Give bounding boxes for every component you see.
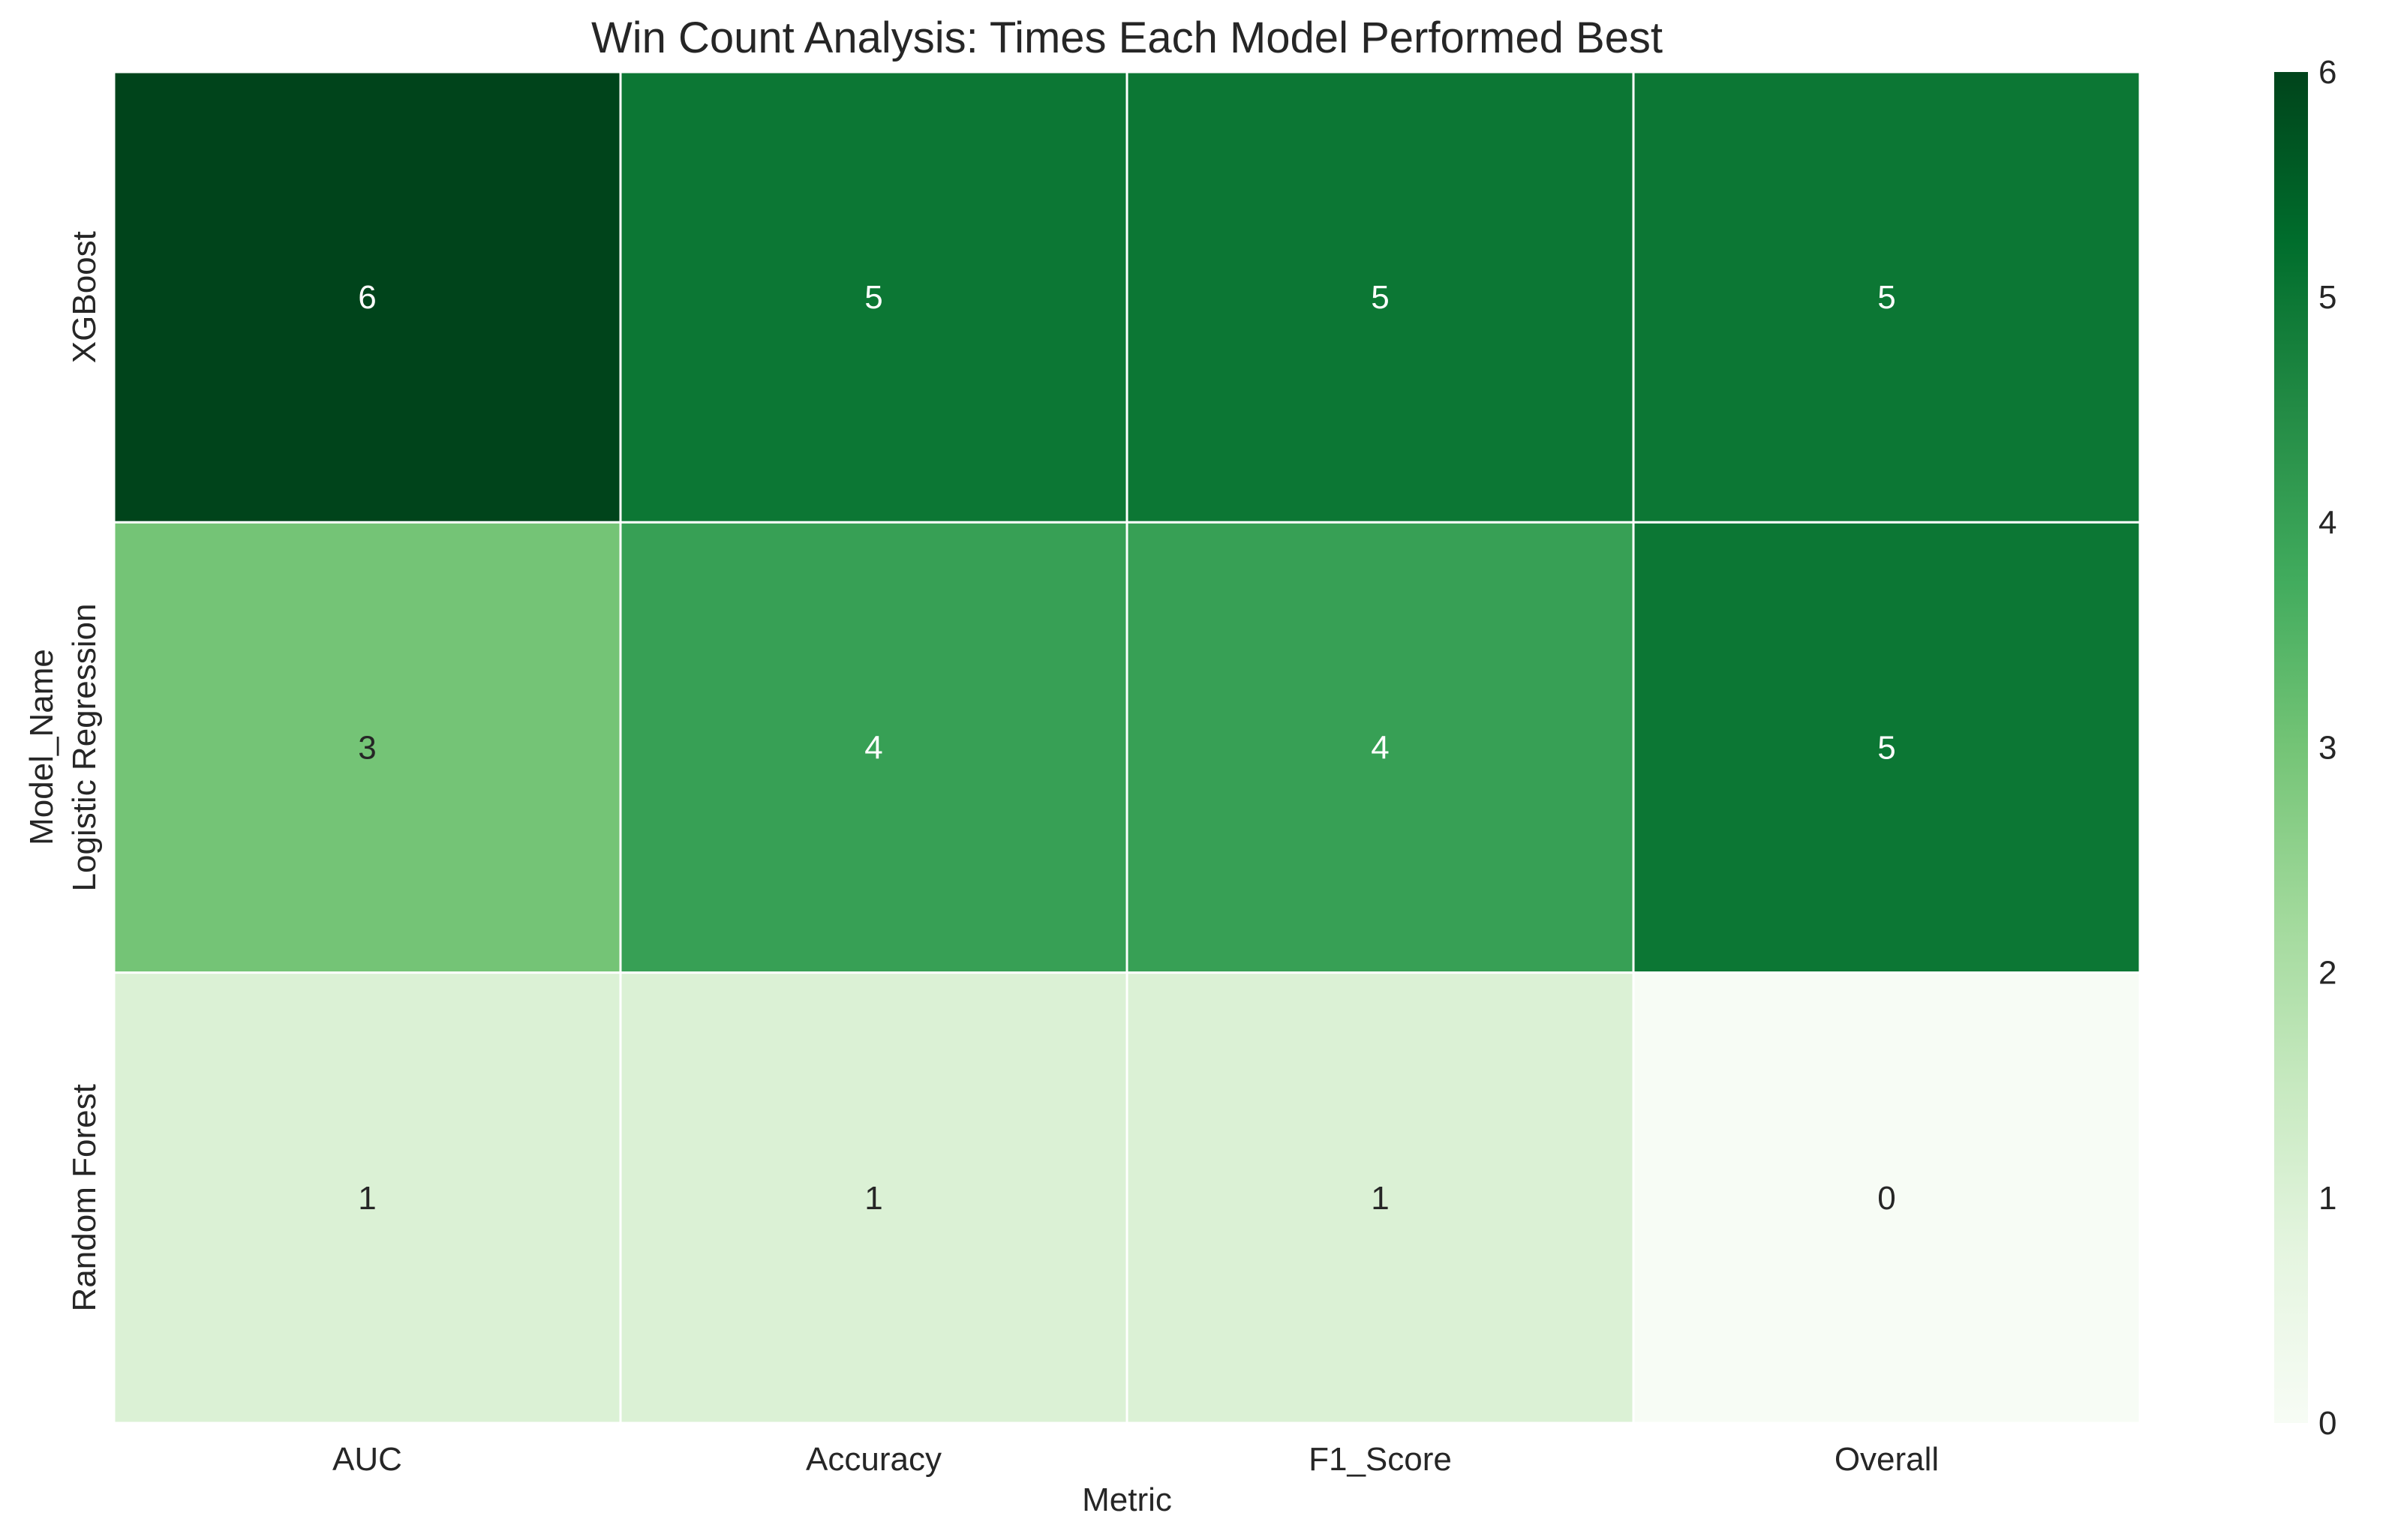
heatmap-cell bbox=[113, 71, 622, 524]
heatmap-cell bbox=[1125, 521, 1635, 974]
y-tick-label: Random Forest bbox=[66, 1084, 103, 1311]
cell-value-label: 1 bbox=[1371, 1180, 1389, 1217]
colorbar-tick-label: 0 bbox=[2318, 1405, 2336, 1442]
cell-value-label: 1 bbox=[864, 1180, 882, 1217]
x-tick-label: Accuracy bbox=[806, 1441, 942, 1478]
colorbar-tick-label: 1 bbox=[2318, 1180, 2336, 1217]
heatmap-cell bbox=[619, 71, 1128, 524]
colorbar-gradient bbox=[2274, 72, 2308, 1423]
heatmap-cell bbox=[1125, 71, 1635, 524]
cell-value-label: 3 bbox=[358, 730, 376, 767]
x-tick-label: AUC bbox=[332, 1441, 402, 1478]
heatmap-cell bbox=[619, 521, 1128, 974]
heatmap-cell bbox=[1632, 71, 2141, 524]
heatmap-cell bbox=[1632, 521, 2141, 974]
colorbar-tick-label: 2 bbox=[2318, 955, 2336, 992]
cell-value-label: 4 bbox=[1371, 730, 1389, 767]
y-tick-label: Logistic Regression bbox=[66, 604, 103, 892]
cell-value-label: 5 bbox=[1877, 279, 1895, 316]
y-axis-ticks: XGBoost Logistic Regression Random Forest bbox=[66, 231, 103, 1311]
colorbar-tick-label: 5 bbox=[2318, 279, 2336, 316]
cell-value-label: 6 bbox=[358, 279, 376, 316]
cell-value-label: 4 bbox=[864, 730, 882, 767]
heatmap-cell bbox=[113, 521, 622, 974]
cell-value-label: 0 bbox=[1877, 1180, 1895, 1217]
y-tick-label: XGBoost bbox=[66, 231, 103, 363]
heatmap-cell bbox=[113, 971, 622, 1424]
cell-value-label: 5 bbox=[1371, 279, 1389, 316]
cell-value-label: 1 bbox=[358, 1180, 376, 1217]
colorbar-tick-label: 3 bbox=[2318, 730, 2336, 767]
y-axis-label: Model_Name bbox=[23, 649, 60, 845]
colorbar-tick-label: 6 bbox=[2318, 54, 2336, 91]
x-tick-label: F1_Score bbox=[1309, 1441, 1452, 1478]
cell-value-label: 5 bbox=[1877, 730, 1895, 767]
heatmap-cell bbox=[619, 971, 1128, 1424]
heatmap-cells bbox=[113, 71, 2141, 1424]
x-axis-ticks: AUC Accuracy F1_Score Overall bbox=[332, 1441, 1939, 1478]
heatmap-annotations: 6 5 5 5 3 4 4 5 1 1 1 0 bbox=[358, 279, 1895, 1217]
cell-value-label: 5 bbox=[864, 279, 882, 316]
x-axis-label: Metric bbox=[1082, 1481, 1172, 1518]
heatmap-cell bbox=[1632, 971, 2141, 1424]
colorbar: 0 1 2 3 4 5 6 bbox=[2274, 54, 2336, 1442]
colorbar-tick-label: 4 bbox=[2318, 504, 2336, 541]
x-tick-label: Overall bbox=[1835, 1441, 1939, 1478]
chart-title: Win Count Analysis: Times Each Model Per… bbox=[591, 14, 1663, 62]
